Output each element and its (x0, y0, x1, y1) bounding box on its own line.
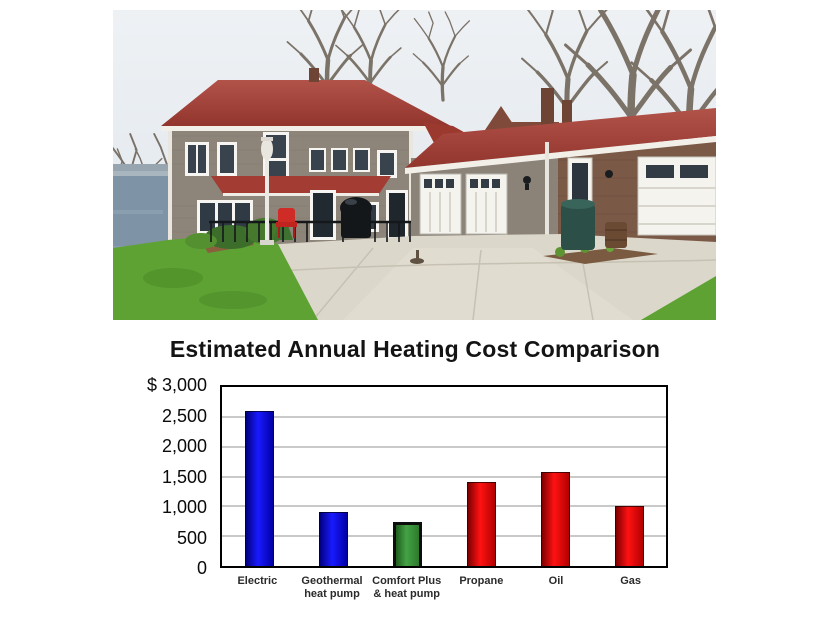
porch-awning (211, 176, 391, 194)
gridline (222, 535, 666, 538)
grill (340, 197, 372, 238)
bar-oil (540, 472, 570, 566)
x-tick-label-geothermal-heat-pump: Geothermal heat pump (301, 575, 363, 600)
bar-geothermal-heat-pump (318, 512, 348, 566)
y-tick-label: 2,500 (161, 405, 207, 426)
y-tick-label: $ 3,000 (146, 375, 207, 395)
green-trash-bin (561, 199, 595, 250)
lamp-post (260, 137, 274, 245)
garage-doors (419, 173, 531, 235)
gridline (222, 415, 666, 418)
bar-gas (614, 506, 644, 566)
y-tick-label: 0 (196, 558, 207, 578)
bar-electric (244, 411, 274, 566)
x-tick-label-propane: Propane (459, 575, 504, 587)
y-tick-label: 1,500 (161, 466, 207, 487)
x-tick-label-oil: Oil (548, 575, 564, 587)
bar-comfort-plus-heat-pump (392, 522, 422, 566)
bar-propane (466, 482, 496, 566)
gridline (222, 475, 666, 478)
house-photo-illustration (98, 0, 716, 321)
red-chair (276, 208, 297, 238)
y-tick-label: 2,000 (161, 436, 207, 456)
y-axis-labels: 0 500 1,000 1,500 2,000 2,500 $ 3,000 (97, 375, 207, 578)
bar-chart-plot-area (220, 385, 668, 568)
x-axis-labels: Electric Geothermal heat pump Comfort Plus &… (220, 575, 668, 617)
y-tick-label: 500 (176, 527, 207, 548)
x-tick-label-gas: Gas (620, 575, 642, 587)
gridline (222, 445, 666, 448)
gridline (222, 505, 666, 508)
house-photo (98, 0, 716, 321)
garage-roof (405, 108, 716, 174)
y-tick-label: 1,000 (161, 497, 207, 517)
chart-title: Estimated Annual Heating Cost Comparison (169, 336, 661, 362)
barrel (605, 222, 627, 248)
upper-windows (185, 132, 397, 188)
x-tick-label-comfort-plus-heat-pump: Comfort Plus & heat pump (372, 575, 442, 600)
porch-items (209, 137, 627, 250)
x-tick-label-electric: Electric (237, 575, 278, 587)
